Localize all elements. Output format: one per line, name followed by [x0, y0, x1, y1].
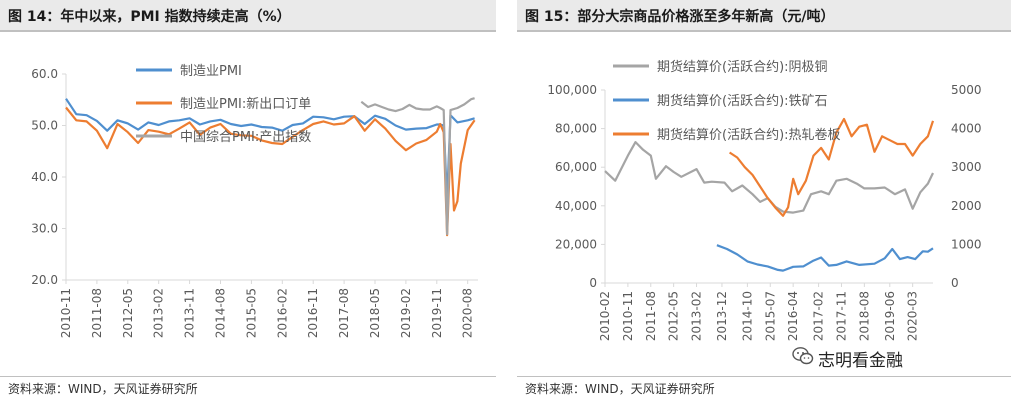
y2-tick-label: 3000 — [951, 160, 982, 174]
x-tick-label: 2014-08 — [214, 288, 228, 338]
series-line — [65, 98, 475, 201]
x-tick-label: 2020-08 — [461, 288, 475, 338]
x-tick-label: 2016-11 — [306, 288, 320, 338]
y-tick-label: 40.0 — [31, 170, 58, 184]
x-tick-label: 2015-05 — [244, 288, 258, 338]
chart-panel-commodities: 图 15：部分大宗商品价格涨至多年新高（元/吨） 100,000 80,000 60… — [517, 0, 1011, 406]
legend-label: 期货结算价(活跃合约):热轧卷板 — [657, 127, 841, 143]
chart-title: 图 14：年中以来，PMI 指数持续走高（%） — [8, 9, 291, 25]
series-line — [604, 141, 934, 214]
commodity-line-chart: 100,000 80,000 60,000 40,000 20,000 0 5000 4000… — [547, 59, 982, 341]
x-tick-label: 2019-02 — [399, 288, 413, 338]
x-tick-label: 2011-08 — [90, 288, 104, 338]
source-note: 资料来源：WIND，天风证券研究所 — [8, 382, 198, 396]
x-tick-label: 2010-11 — [621, 291, 635, 341]
watermark-text: 志明看金融 — [818, 351, 903, 371]
x-tick-label: 2013-02 — [690, 291, 704, 341]
x-tick-label: 2013-12 — [715, 291, 729, 341]
legend-label: 中国综合PMI:产出指数 — [180, 130, 311, 145]
title-bar: 图 14：年中以来，PMI 指数持续走高（%） — [0, 0, 496, 32]
x-tick-label: 2015-07 — [763, 291, 777, 341]
x-tick-label: 2013-11 — [183, 288, 197, 338]
divider — [0, 376, 496, 377]
y-tick-label: 60,000 — [555, 160, 597, 174]
wechat-icon — [792, 347, 814, 365]
x-tick-label: 2019-11 — [430, 288, 444, 338]
series-line — [716, 244, 934, 272]
legend-label: 期货结算价(活跃合约):铁矿石 — [657, 93, 828, 109]
x-tick-label: 2020-03 — [906, 291, 920, 341]
legend-label: 制造业PMI — [180, 64, 242, 79]
y-tick-label: 20.0 — [31, 273, 58, 287]
x-tick-label: 2014-10 — [740, 291, 754, 341]
y-tick-label: 20,000 — [555, 237, 597, 251]
y2-tick-label: 4000 — [951, 122, 982, 136]
x-tick-label: 2018-08 — [857, 291, 871, 341]
y2-tick-label: 2000 — [951, 199, 982, 213]
x-tick-label: 2012-05 — [121, 288, 135, 338]
x-tick-label: 2011-08 — [644, 291, 658, 341]
y2-tick-label: 0 — [951, 276, 959, 290]
x-tick-label: 2019-06 — [883, 291, 897, 341]
y-tick-label: 40,000 — [555, 199, 597, 213]
y2-tick-label: 1000 — [951, 237, 982, 251]
chart-title: 图 15：部分大宗商品价格涨至多年新高（元/吨） — [525, 9, 835, 25]
x-tick-label: 2017-02 — [812, 291, 826, 341]
series-line — [728, 117, 935, 217]
title-bar: 图 15：部分大宗商品价格涨至多年新高（元/吨） — [517, 0, 1011, 32]
x-tick-label: 2016-04 — [786, 291, 800, 341]
x-tick-label: 2010-02 — [598, 291, 612, 341]
x-tick-label: 2018-05 — [368, 288, 382, 338]
source-note: 资料来源：WIND，天风证券研究所 — [525, 382, 715, 396]
legend-label: 期货结算价(活跃合约):阴极铜 — [657, 59, 828, 75]
x-tick-label: 2016-02 — [275, 288, 289, 338]
y-tick-label: 80,000 — [555, 122, 597, 136]
x-tick-label: 2017-11 — [834, 291, 848, 341]
y-tick-label: 50.0 — [31, 119, 58, 133]
divider — [517, 376, 1011, 377]
x-tick-label: 2010-11 — [59, 288, 73, 338]
legend-label: 制造业PMI:新出口订单 — [180, 96, 311, 112]
y2-tick-label: 5000 — [951, 83, 982, 97]
series-line — [360, 97, 475, 236]
y-tick-label: 30.0 — [31, 222, 58, 236]
x-tick-label: 2013-02 — [152, 288, 166, 338]
y-tick-label: 100,000 — [547, 83, 597, 97]
y-tick-label: 60.0 — [31, 67, 58, 81]
x-tick-label: 2017-08 — [337, 288, 351, 338]
y-tick-label: 0 — [589, 276, 597, 290]
chart-panel-pmi: 图 14：年中以来，PMI 指数持续走高（%） 60.0 50.0 40.0 30.0… — [0, 0, 496, 406]
x-tick-label: 2012-05 — [667, 291, 681, 341]
